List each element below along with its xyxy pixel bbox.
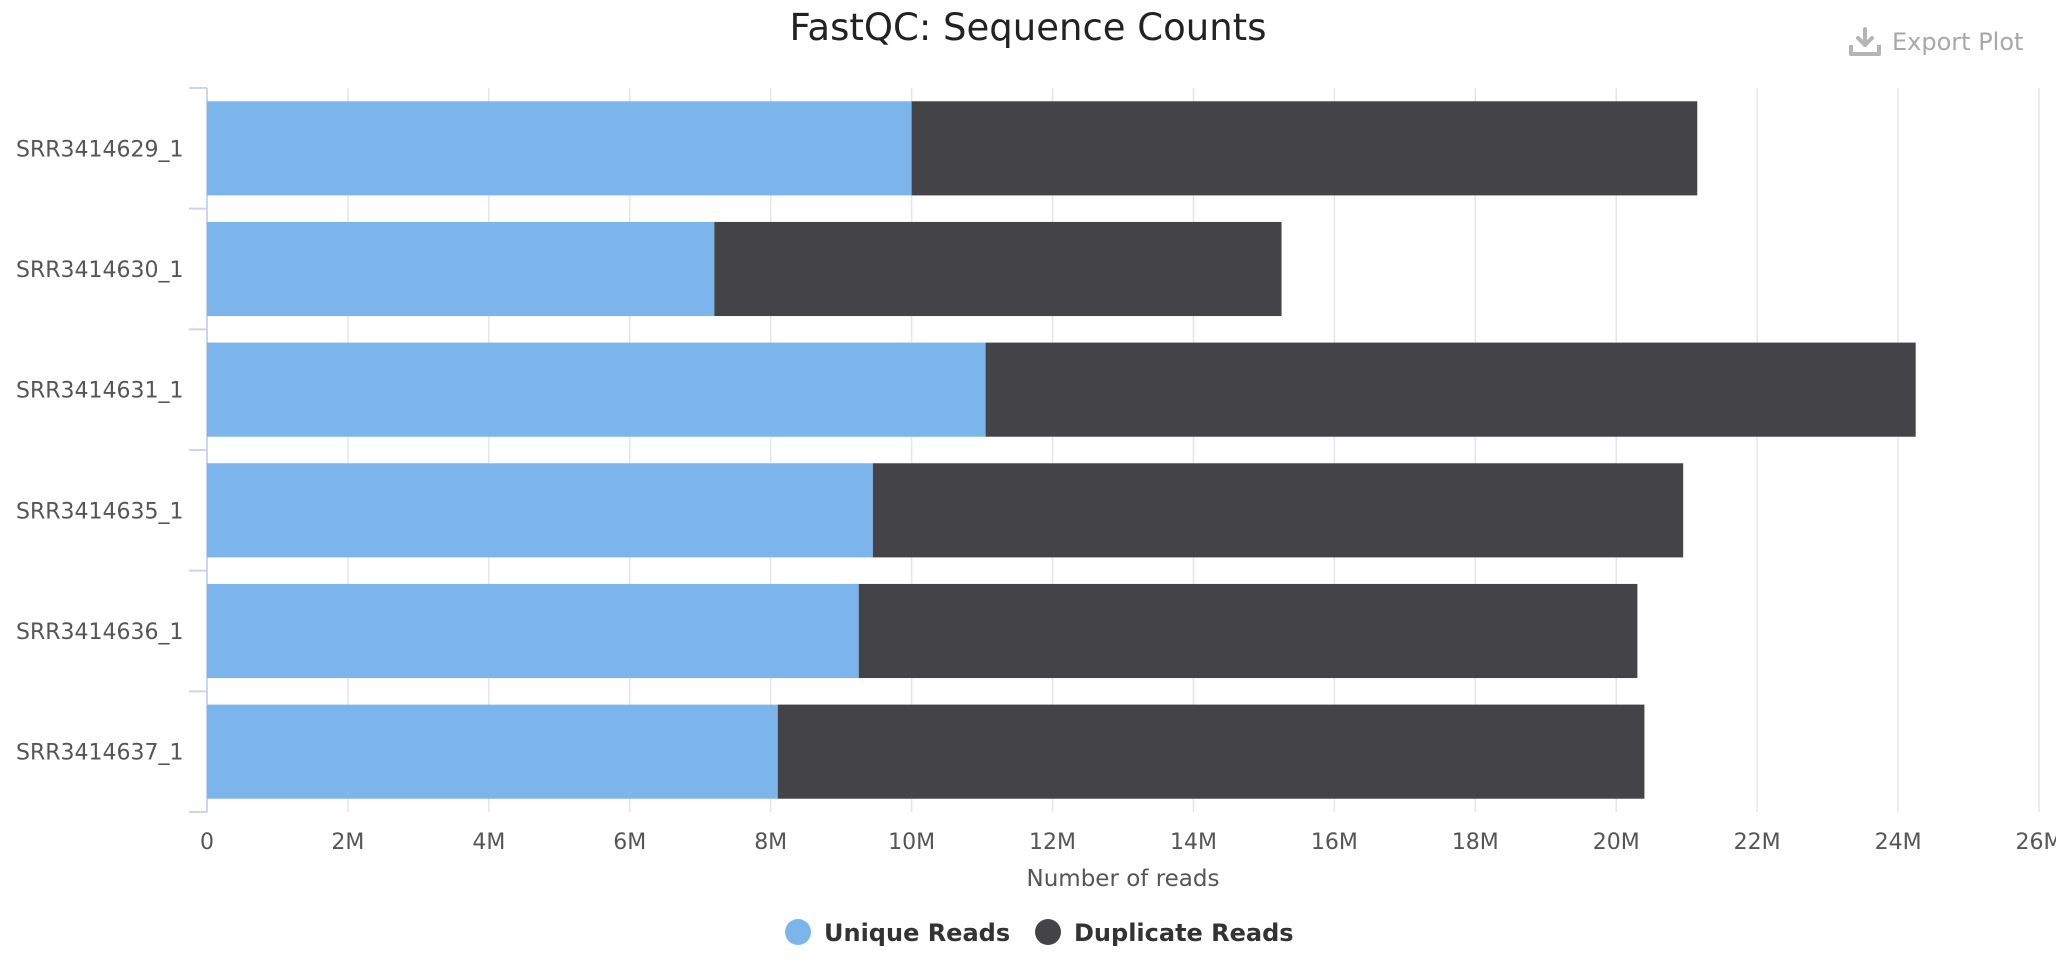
export-plot-label: Export Plot [1892,28,2024,56]
x-tick-label: 4M [472,830,505,855]
bar-duplicate-reads [714,221,1282,317]
bars [207,101,1916,799]
x-tick-label: 0 [200,830,214,855]
category-label: SRR3414629_1 [16,137,184,162]
bar-duplicate-reads [858,583,1638,679]
grid-lines [347,88,2040,812]
bar-unique-reads [207,704,778,799]
x-tick-label: 18M [1452,830,1499,855]
category-label: SRR3414635_1 [16,499,184,524]
category-label: SRR3414637_1 [16,741,184,766]
x-tick-label: 24M [1875,830,1922,855]
x-tick-label: 6M [613,830,646,855]
x-tick-label: 20M [1593,830,1640,855]
x-tick-label: 16M [1311,830,1358,855]
bar-unique-reads [207,583,859,679]
bar-duplicate-reads [911,101,1698,196]
x-tick-labels: 0 2M 4M 6M 8M 10M 12M 14M 16M 18M 20M 22M 24M 26M [200,830,2056,855]
x-tick-label: 26M [2016,830,2056,855]
x-tick-label: 2M [331,830,364,855]
bar-duplicate-reads [872,463,1684,558]
x-tick-label: 8M [754,830,787,855]
download-icon [1848,27,1882,57]
x-axis-title: Number of reads [1027,866,1220,892]
bar-duplicate-reads [985,342,1916,437]
category-label: SRR3414636_1 [16,620,184,645]
category-label: SRR3414631_1 [16,379,184,404]
bar-unique-reads [207,342,986,437]
bar-unique-reads [207,463,873,558]
export-plot-button[interactable]: Export Plot [1848,20,2023,64]
legend: Unique Reads Duplicate Reads [785,919,1294,947]
bar-unique-reads [207,101,912,196]
x-tick-label: 10M [888,830,935,855]
legend-marker [785,919,811,945]
legend-marker [1035,919,1061,945]
bar-unique-reads [207,221,715,317]
chart-title: FastQC: Sequence Counts [790,6,1267,49]
category-label: SRR3414630_1 [16,258,184,283]
legend-label[interactable]: Duplicate Reads [1074,919,1294,947]
category-labels: SRR3414629_1 SRR3414630_1 SRR3414631_1 SRR3… [16,137,184,765]
bar-duplicate-reads [777,704,1645,799]
legend-label[interactable]: Unique Reads [824,919,1010,947]
x-tick-label: 14M [1170,830,1217,855]
x-tick-label: 12M [1029,830,1076,855]
x-tick-label: 22M [1734,830,1781,855]
axes [189,87,208,813]
